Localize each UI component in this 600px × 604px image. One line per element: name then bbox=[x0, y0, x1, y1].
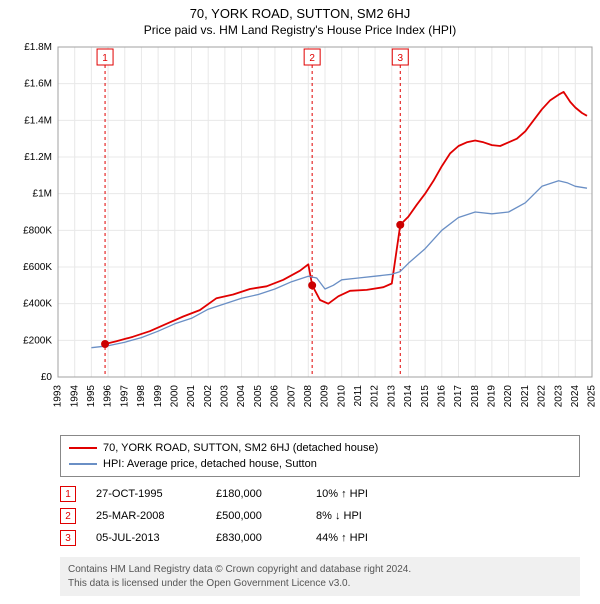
svg-text:£1.4M: £1.4M bbox=[24, 115, 52, 126]
svg-text:2017: 2017 bbox=[453, 385, 464, 408]
svg-text:£1.8M: £1.8M bbox=[24, 42, 52, 53]
svg-text:2019: 2019 bbox=[487, 385, 498, 408]
svg-text:2003: 2003 bbox=[220, 385, 231, 408]
svg-text:2004: 2004 bbox=[236, 385, 247, 408]
legend-swatch bbox=[69, 463, 97, 465]
chart-container: 70, YORK ROAD, SUTTON, SM2 6HJ Price pai… bbox=[0, 0, 600, 596]
chart-svg: £0 £200K £400K £600K £800K £1M £1.2M £1.4M £1.6M… bbox=[0, 37, 600, 427]
svg-text:1993: 1993 bbox=[53, 385, 64, 408]
svg-text:3: 3 bbox=[397, 53, 403, 64]
svg-text:2005: 2005 bbox=[253, 385, 264, 408]
svg-text:£1.6M: £1.6M bbox=[24, 79, 52, 90]
marker-number-box: 1 bbox=[60, 486, 76, 502]
marker-number-box: 3 bbox=[60, 530, 76, 546]
legend-swatch bbox=[69, 447, 97, 449]
svg-text:£1.2M: £1.2M bbox=[24, 152, 52, 163]
svg-text:£800K: £800K bbox=[23, 225, 52, 236]
svg-text:1995: 1995 bbox=[86, 385, 97, 408]
svg-text:2013: 2013 bbox=[386, 385, 397, 408]
svg-text:2018: 2018 bbox=[470, 385, 481, 408]
svg-text:2024: 2024 bbox=[570, 385, 581, 408]
marker-delta: 44% ↑ HPI bbox=[316, 532, 396, 544]
svg-text:1997: 1997 bbox=[119, 385, 130, 408]
svg-text:2: 2 bbox=[309, 53, 315, 64]
footer-line-1: Contains HM Land Registry data © Crown c… bbox=[68, 563, 572, 577]
marker-date: 05-JUL-2013 bbox=[96, 532, 196, 544]
legend-label: HPI: Average price, detached house, Sutt… bbox=[103, 458, 317, 470]
marker-table: 1 27-OCT-1995 £180,000 10% ↑ HPI 2 25-MAR-200… bbox=[60, 483, 580, 549]
svg-text:1996: 1996 bbox=[103, 385, 114, 408]
svg-text:2001: 2001 bbox=[186, 385, 197, 408]
svg-text:2011: 2011 bbox=[353, 385, 364, 407]
legend-row: 70, YORK ROAD, SUTTON, SM2 6HJ (detached… bbox=[69, 440, 571, 456]
svg-text:2002: 2002 bbox=[203, 385, 214, 408]
svg-text:2006: 2006 bbox=[270, 385, 281, 408]
svg-text:1999: 1999 bbox=[153, 385, 164, 408]
svg-text:2007: 2007 bbox=[286, 385, 297, 408]
svg-text:£600K: £600K bbox=[23, 262, 52, 273]
svg-text:£0: £0 bbox=[41, 372, 53, 383]
svg-text:2023: 2023 bbox=[553, 385, 564, 408]
svg-text:2008: 2008 bbox=[303, 385, 314, 408]
svg-text:£200K: £200K bbox=[23, 335, 52, 346]
legend-label: 70, YORK ROAD, SUTTON, SM2 6HJ (detached… bbox=[103, 442, 378, 454]
svg-text:2012: 2012 bbox=[370, 385, 381, 408]
svg-text:£400K: £400K bbox=[23, 299, 52, 310]
marker-table-row: 2 25-MAR-2008 £500,000 8% ↓ HPI bbox=[60, 505, 580, 527]
svg-text:1998: 1998 bbox=[136, 385, 147, 408]
svg-text:2020: 2020 bbox=[503, 385, 514, 408]
svg-text:£1M: £1M bbox=[33, 189, 52, 200]
legend: 70, YORK ROAD, SUTTON, SM2 6HJ (detached… bbox=[60, 435, 580, 477]
titles: 70, YORK ROAD, SUTTON, SM2 6HJ Price pai… bbox=[0, 0, 600, 37]
svg-text:2022: 2022 bbox=[537, 385, 548, 408]
chart-area: £0 £200K £400K £600K £800K £1M £1.2M £1.4M £1.6M… bbox=[0, 37, 600, 427]
marker-table-row: 1 27-OCT-1995 £180,000 10% ↑ HPI bbox=[60, 483, 580, 505]
svg-text:2014: 2014 bbox=[403, 385, 414, 408]
marker-delta: 8% ↓ HPI bbox=[316, 510, 396, 522]
title-main: 70, YORK ROAD, SUTTON, SM2 6HJ bbox=[0, 6, 600, 21]
marker-date: 25-MAR-2008 bbox=[96, 510, 196, 522]
svg-text:2010: 2010 bbox=[336, 385, 347, 408]
marker-date: 27-OCT-1995 bbox=[96, 488, 196, 500]
marker-delta: 10% ↑ HPI bbox=[316, 488, 396, 500]
title-sub: Price paid vs. HM Land Registry's House … bbox=[0, 23, 600, 37]
marker-table-row: 3 05-JUL-2013 £830,000 44% ↑ HPI bbox=[60, 527, 580, 549]
svg-text:1: 1 bbox=[102, 53, 108, 64]
footer-line-2: This data is licensed under the Open Gov… bbox=[68, 577, 572, 591]
marker-price: £830,000 bbox=[216, 532, 296, 544]
svg-text:2021: 2021 bbox=[520, 385, 531, 408]
svg-text:2000: 2000 bbox=[169, 385, 180, 408]
svg-text:2025: 2025 bbox=[587, 385, 598, 408]
footer: Contains HM Land Registry data © Crown c… bbox=[60, 557, 580, 596]
svg-text:2016: 2016 bbox=[436, 385, 447, 408]
legend-row: HPI: Average price, detached house, Sutt… bbox=[69, 456, 571, 472]
svg-text:2015: 2015 bbox=[420, 385, 431, 408]
svg-text:2009: 2009 bbox=[320, 385, 331, 408]
marker-number-box: 2 bbox=[60, 508, 76, 524]
marker-price: £500,000 bbox=[216, 510, 296, 522]
marker-price: £180,000 bbox=[216, 488, 296, 500]
svg-text:1994: 1994 bbox=[69, 385, 80, 408]
